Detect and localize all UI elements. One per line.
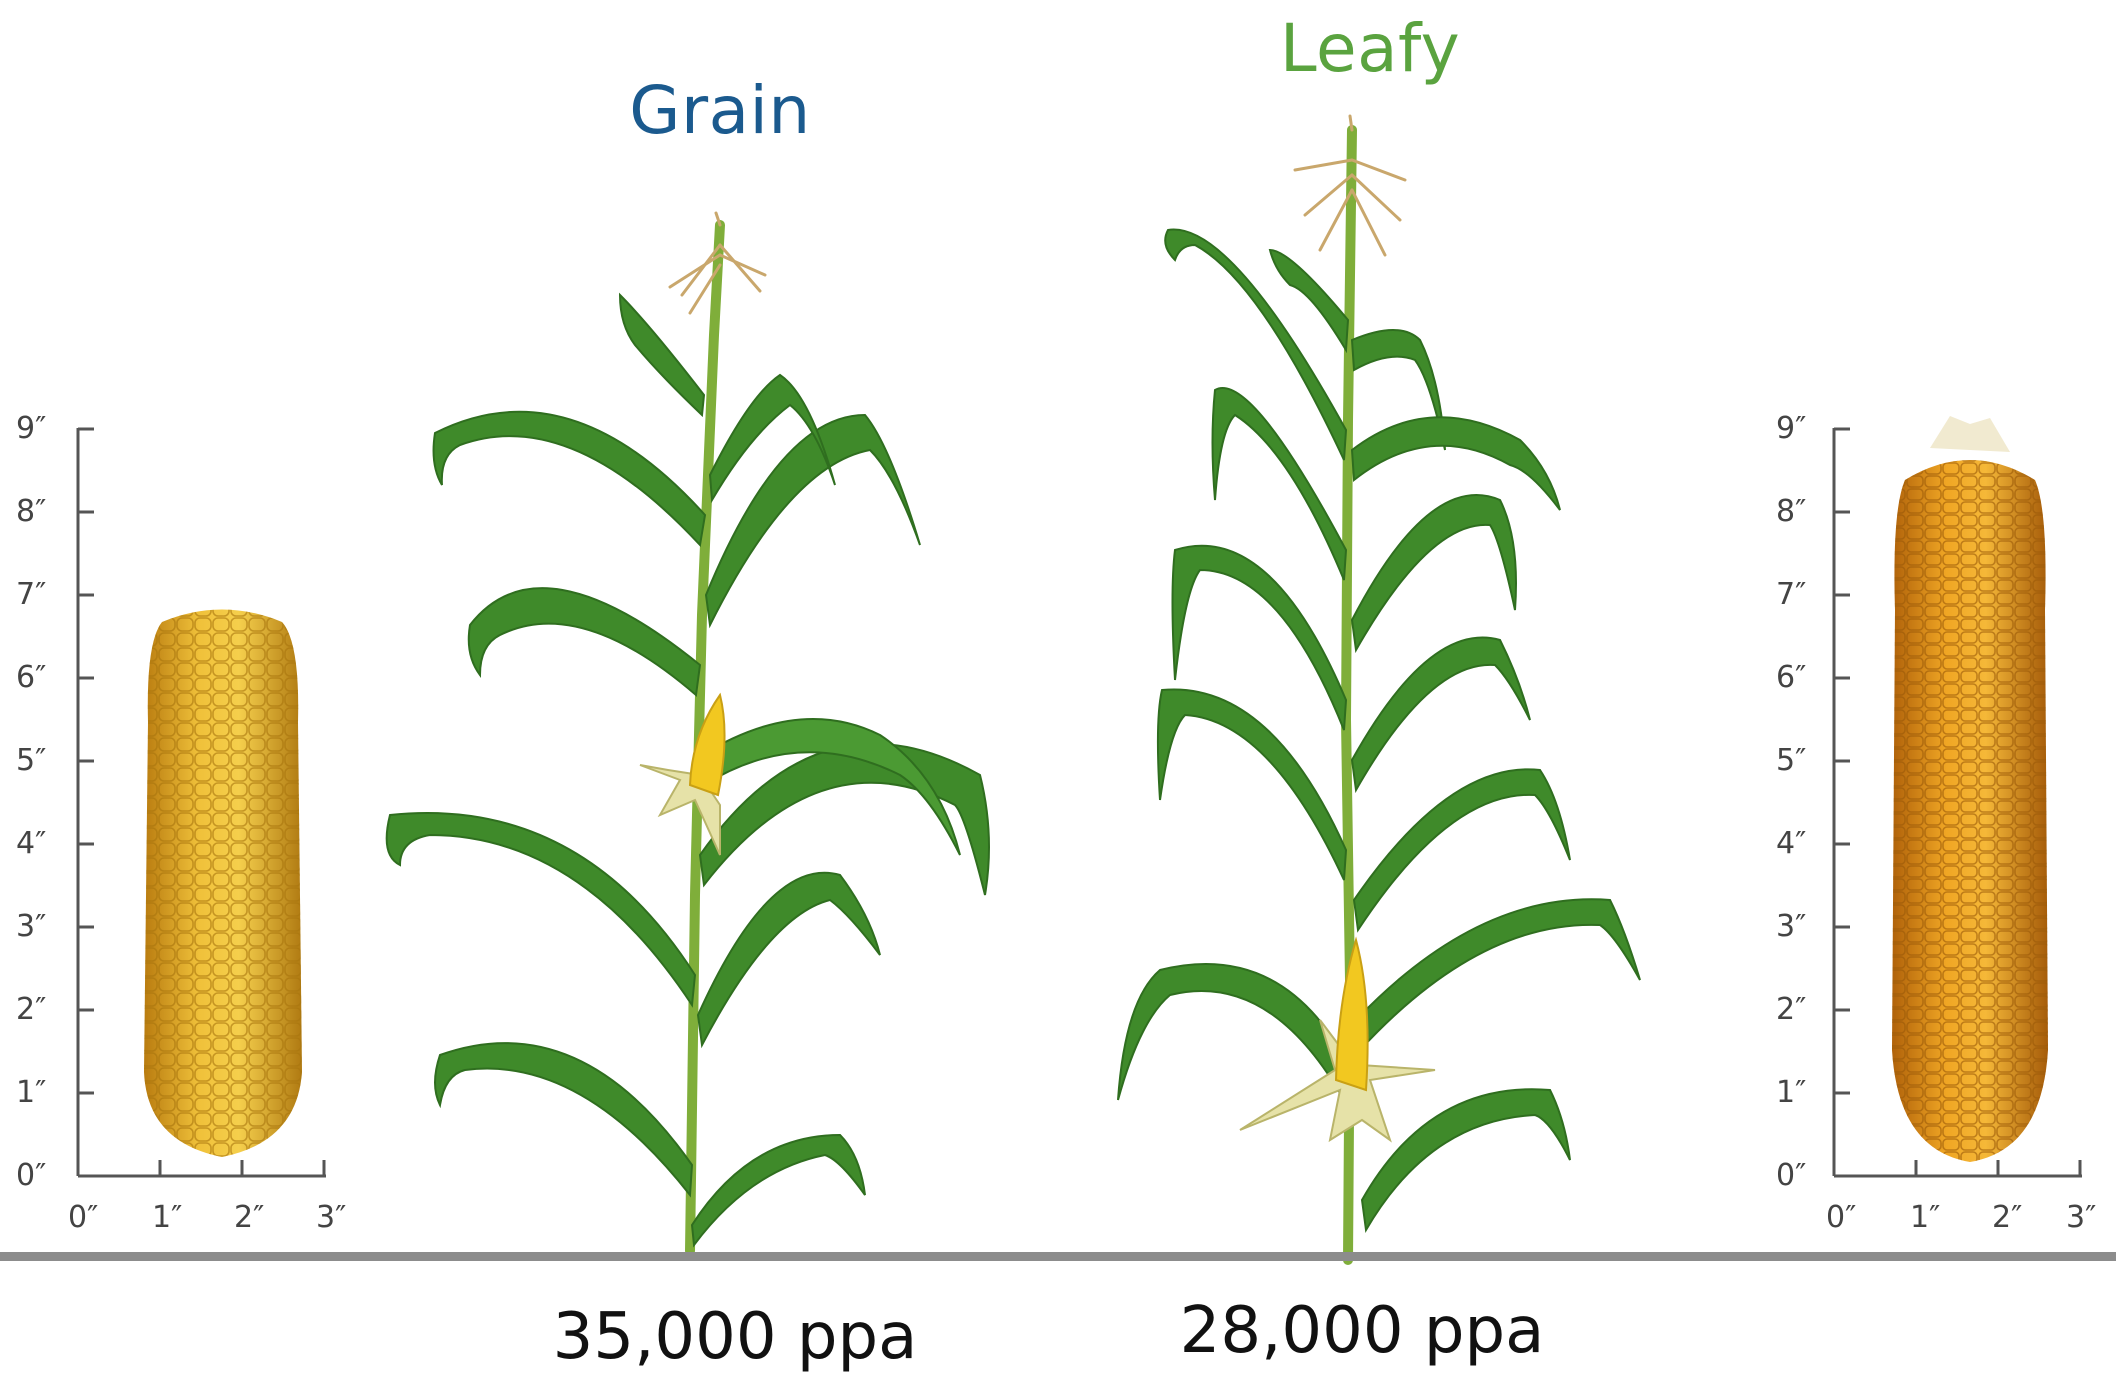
leafy-title: Leafy — [1279, 10, 1461, 87]
grain-plant-ear — [639, 692, 726, 856]
grain-title: Grain — [629, 72, 811, 149]
left-vtick-label: 6″ — [16, 660, 47, 695]
left-vertical-tick-labels: 0″ 1″ 2″ 3″ 4″ 5″ 6″ 7″ 8″ 9″ — [0, 0, 80, 1250]
right-htick-label: 2″ — [1992, 1200, 2023, 1235]
right-vtick-label: 6″ — [1776, 660, 1807, 695]
right-ear-ruler — [1832, 427, 2082, 1178]
leafy-corn-plant — [1117, 114, 1641, 1265]
left-vtick-label: 7″ — [16, 577, 47, 612]
left-corn-ear — [144, 609, 302, 1157]
left-vtick-label: 8″ — [16, 494, 47, 529]
left-vtick-label: 1″ — [16, 1075, 47, 1110]
right-htick-label: 1″ — [1910, 1200, 1941, 1235]
leafy-density-label: 28,000 ppa — [1179, 1294, 1545, 1368]
left-vtick-label: 9″ — [16, 411, 47, 446]
left-htick-label: 3″ — [316, 1200, 347, 1235]
right-vtick-label: 3″ — [1776, 909, 1807, 944]
right-vtick-label: 8″ — [1776, 494, 1807, 529]
left-vtick-label: 0″ — [16, 1158, 47, 1193]
left-ear-ruler — [76, 427, 326, 1178]
right-vtick-label: 2″ — [1776, 992, 1807, 1027]
grain-corn-plant — [385, 211, 990, 1256]
right-vtick-label: 7″ — [1776, 577, 1807, 612]
right-vtick-label: 4″ — [1776, 826, 1807, 861]
left-htick-label: 1″ — [152, 1200, 183, 1235]
right-vtick-label: 0″ — [1776, 1158, 1807, 1193]
right-vtick-label: 5″ — [1776, 743, 1807, 778]
right-corn-ear — [1892, 416, 2048, 1162]
right-htick-label: 3″ — [2066, 1200, 2097, 1235]
ground-line — [0, 1252, 2116, 1261]
left-htick-label: 2″ — [234, 1200, 265, 1235]
grain-density-label: 35,000 ppa — [552, 1300, 918, 1374]
left-vtick-label: 4″ — [16, 826, 47, 861]
left-vtick-label: 2″ — [16, 992, 47, 1027]
right-htick-label: 0″ — [1826, 1200, 1857, 1235]
leafy-plant-ear — [1239, 936, 1436, 1143]
right-vtick-label: 1″ — [1776, 1075, 1807, 1110]
left-vtick-label: 5″ — [16, 743, 47, 778]
left-htick-label: 0″ — [68, 1200, 99, 1235]
left-vtick-label: 3″ — [16, 909, 47, 944]
right-vtick-label: 9″ — [1776, 411, 1807, 446]
